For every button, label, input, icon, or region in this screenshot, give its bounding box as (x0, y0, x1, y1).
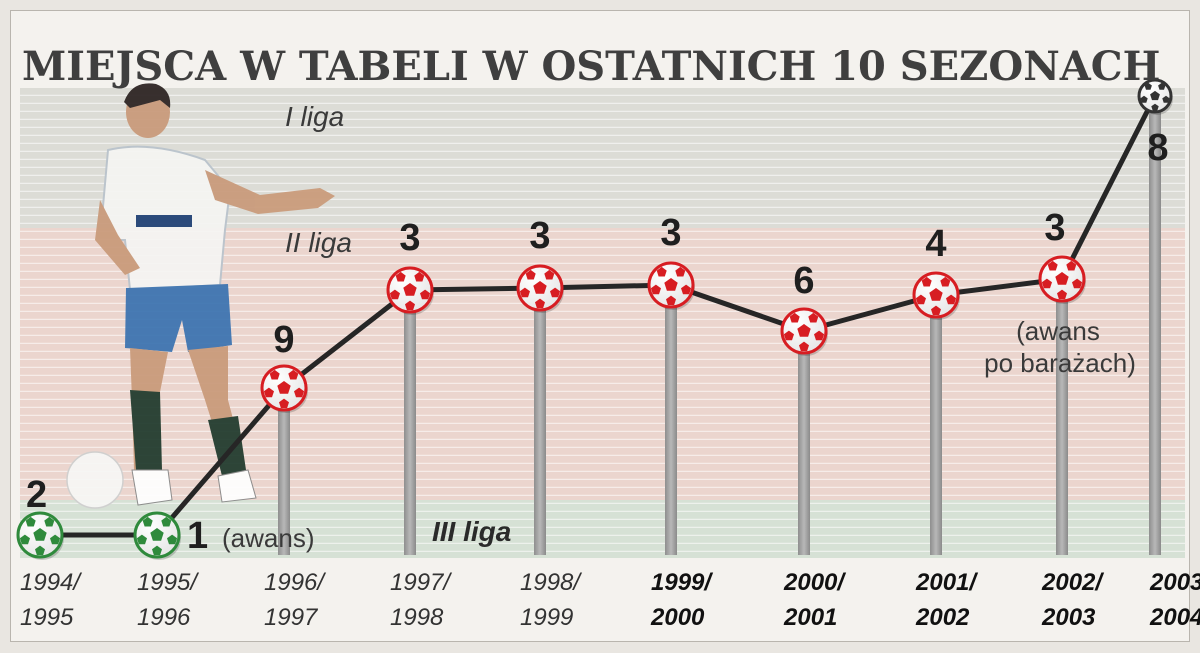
season-line: 1999/ (651, 569, 713, 596)
season-line: 1995 (20, 604, 74, 631)
season-pole (1149, 96, 1161, 555)
season-line: 2004 (1149, 604, 1200, 631)
season-label: 1997/1998 (390, 569, 452, 631)
ball-marker (780, 307, 828, 356)
place-label: 9 (273, 319, 294, 361)
season-label: 2000/2001 (783, 569, 846, 631)
season-pole (278, 388, 290, 555)
season-line: 2003/ (1149, 569, 1200, 596)
place-label: 1 (187, 515, 208, 557)
place-label: 3 (399, 217, 420, 259)
chart-title: MIEJSCA W TABELI W OSTATNICH 10 SEZONACH (22, 43, 1160, 90)
note-line: po barażach) (984, 348, 1136, 378)
season-line: 2002/ (1041, 569, 1104, 596)
season-pole (534, 288, 546, 555)
season-line: 1996 (137, 604, 191, 631)
season-pole (930, 295, 942, 555)
season-line: 1997 (264, 604, 319, 631)
season-pole (404, 290, 416, 555)
league-label-i-liga: I liga (285, 101, 344, 132)
season-label: 2002/2003 (1041, 569, 1104, 631)
season-pole (665, 285, 677, 555)
ball-marker (516, 264, 564, 313)
band-stripes-iii-liga (20, 500, 1185, 558)
season-line: 2000 (650, 604, 705, 631)
ball-marker (647, 261, 695, 310)
season-line: 1995/ (137, 569, 199, 596)
ball-marker (386, 266, 434, 315)
ball-marker (133, 511, 181, 560)
player-illustration (66, 83, 335, 509)
note-line: (awans (1016, 316, 1100, 346)
season-line: 1996/ (264, 569, 326, 596)
season-label: 2001/2002 (915, 569, 978, 631)
season-pole (798, 331, 810, 555)
season-label: 1998/1999 (520, 569, 582, 631)
place-label: 2 (26, 474, 47, 516)
position-balls (16, 78, 1173, 560)
season-line: 2002 (915, 604, 970, 631)
note-text: (awans) (222, 523, 314, 553)
place-label: 8 (1147, 127, 1168, 169)
place-label: 3 (1044, 207, 1065, 249)
ball-marker (16, 511, 64, 560)
season-line: 1994/ (20, 569, 82, 596)
league-label-ii-liga: II liga (285, 227, 352, 258)
note-text: (awans po barażach) (984, 316, 1136, 378)
ball-marker (1038, 255, 1086, 304)
place-label: 3 (529, 215, 550, 257)
season-label: 2003/2004 (1149, 569, 1200, 631)
ball-marker (260, 364, 308, 413)
season-label: 1999/2000 (650, 569, 713, 631)
ball-marker (912, 271, 960, 320)
season-line: 2000/ (783, 569, 846, 596)
ball-marker (1137, 78, 1173, 115)
season-pole (1056, 279, 1068, 555)
season-line: 1998 (390, 604, 444, 631)
position-polyline (40, 94, 1158, 538)
season-label: 1995/1996 (137, 569, 199, 631)
league-label-iii-liga: III liga (432, 516, 511, 547)
season-line: 2001/ (915, 569, 978, 596)
season-line: 2001 (783, 604, 837, 631)
place-label: 4 (925, 223, 946, 265)
place-label: 3 (660, 212, 681, 254)
season-line: 1999 (520, 604, 573, 631)
place-label: 6 (793, 260, 814, 302)
season-line: 2003 (1041, 604, 1096, 631)
season-label: 1996/1997 (264, 569, 326, 631)
season-line: 1997/ (390, 569, 452, 596)
season-line: 1998/ (520, 569, 582, 596)
season-label: 1994/1995 (20, 569, 82, 631)
position-line (40, 94, 1158, 538)
